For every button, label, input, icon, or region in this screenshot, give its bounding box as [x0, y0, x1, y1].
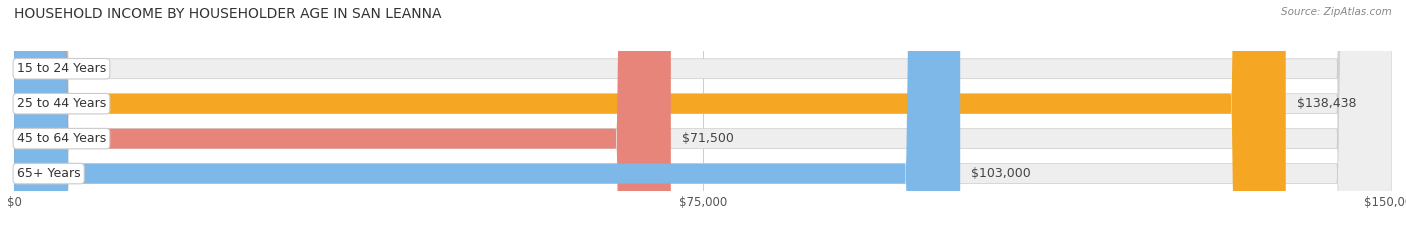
- Text: Source: ZipAtlas.com: Source: ZipAtlas.com: [1281, 7, 1392, 17]
- Text: $71,500: $71,500: [682, 132, 734, 145]
- FancyBboxPatch shape: [14, 0, 671, 233]
- Text: $138,438: $138,438: [1296, 97, 1357, 110]
- FancyBboxPatch shape: [14, 0, 1392, 233]
- FancyBboxPatch shape: [14, 0, 1392, 233]
- Text: 25 to 44 Years: 25 to 44 Years: [17, 97, 105, 110]
- FancyBboxPatch shape: [14, 0, 960, 233]
- Text: $103,000: $103,000: [972, 167, 1031, 180]
- FancyBboxPatch shape: [14, 0, 1392, 233]
- Text: HOUSEHOLD INCOME BY HOUSEHOLDER AGE IN SAN LEANNA: HOUSEHOLD INCOME BY HOUSEHOLDER AGE IN S…: [14, 7, 441, 21]
- Text: 45 to 64 Years: 45 to 64 Years: [17, 132, 105, 145]
- FancyBboxPatch shape: [14, 0, 1392, 233]
- Text: 15 to 24 Years: 15 to 24 Years: [17, 62, 105, 75]
- Text: 65+ Years: 65+ Years: [17, 167, 80, 180]
- FancyBboxPatch shape: [14, 0, 1285, 233]
- Text: $0: $0: [31, 62, 46, 75]
